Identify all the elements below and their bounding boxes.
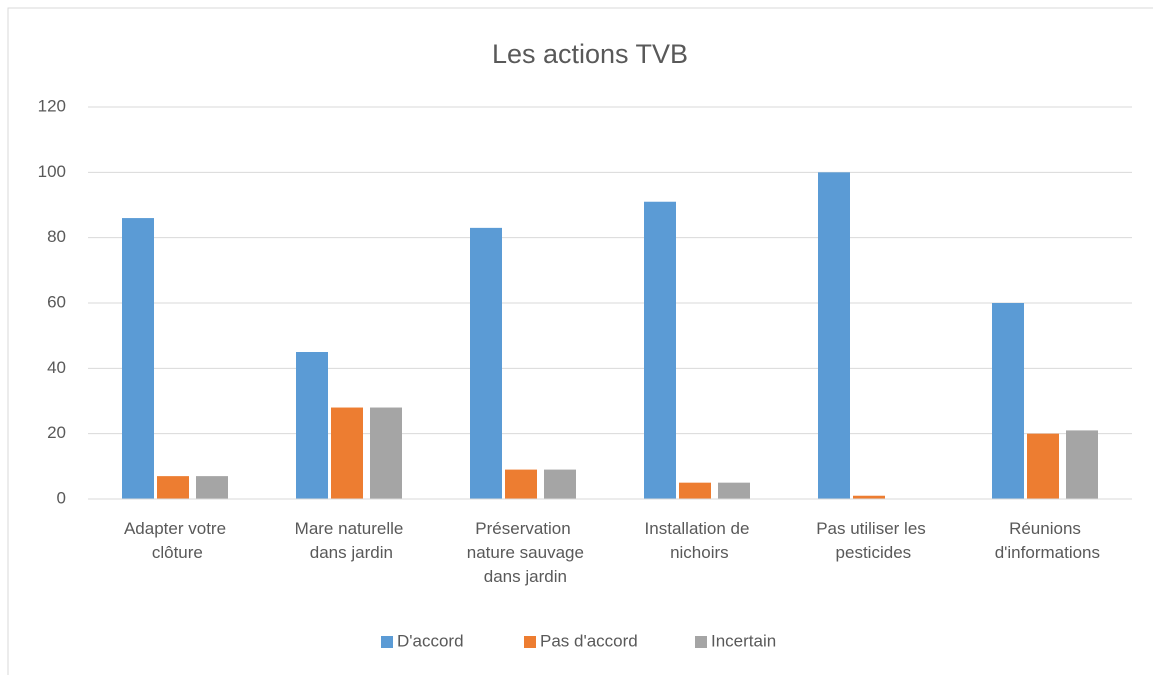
y-tick-label: 0 [57,488,66,507]
legend-swatch [524,636,536,648]
legend-label: Incertain [711,631,776,650]
chart-title: Les actions TVB [492,39,688,69]
bar [1066,430,1098,499]
bar [718,482,750,499]
bar [296,352,328,499]
y-tick-label: 100 [38,162,66,181]
bar [157,476,189,499]
x-tick-label: Adapter votre clôture [124,519,226,562]
legend-swatch [381,636,393,648]
bar [196,476,228,499]
y-tick-label: 120 [38,96,66,115]
bar [853,495,885,499]
bar [470,227,502,499]
x-tick-label: Préservation nature sauvage dans jardin [462,519,584,586]
legend-label: Pas d'accord [540,631,638,650]
legend-label: D'accord [397,631,464,650]
bar [122,218,154,500]
bar [505,469,537,499]
bar [644,201,676,499]
bar [544,469,576,499]
y-tick-label: 60 [47,292,66,311]
bar [370,407,402,499]
bar [818,172,850,500]
x-tick-label: Mare naturelle dans jardin [295,519,404,562]
bar [331,407,363,499]
bar [1027,433,1059,499]
y-tick-label: 20 [47,423,66,442]
x-tick-label: Pas utiliser les pesticides [816,519,926,562]
y-tick-label: 40 [47,358,66,377]
legend-swatch [695,636,707,648]
chart-border [7,7,1153,675]
bar [992,303,1024,499]
bar [679,482,711,499]
x-tick-label: Installation de nichoirs [645,519,750,562]
x-tick-label: Réunions d'informations [990,519,1100,562]
y-tick-label: 80 [47,227,66,246]
